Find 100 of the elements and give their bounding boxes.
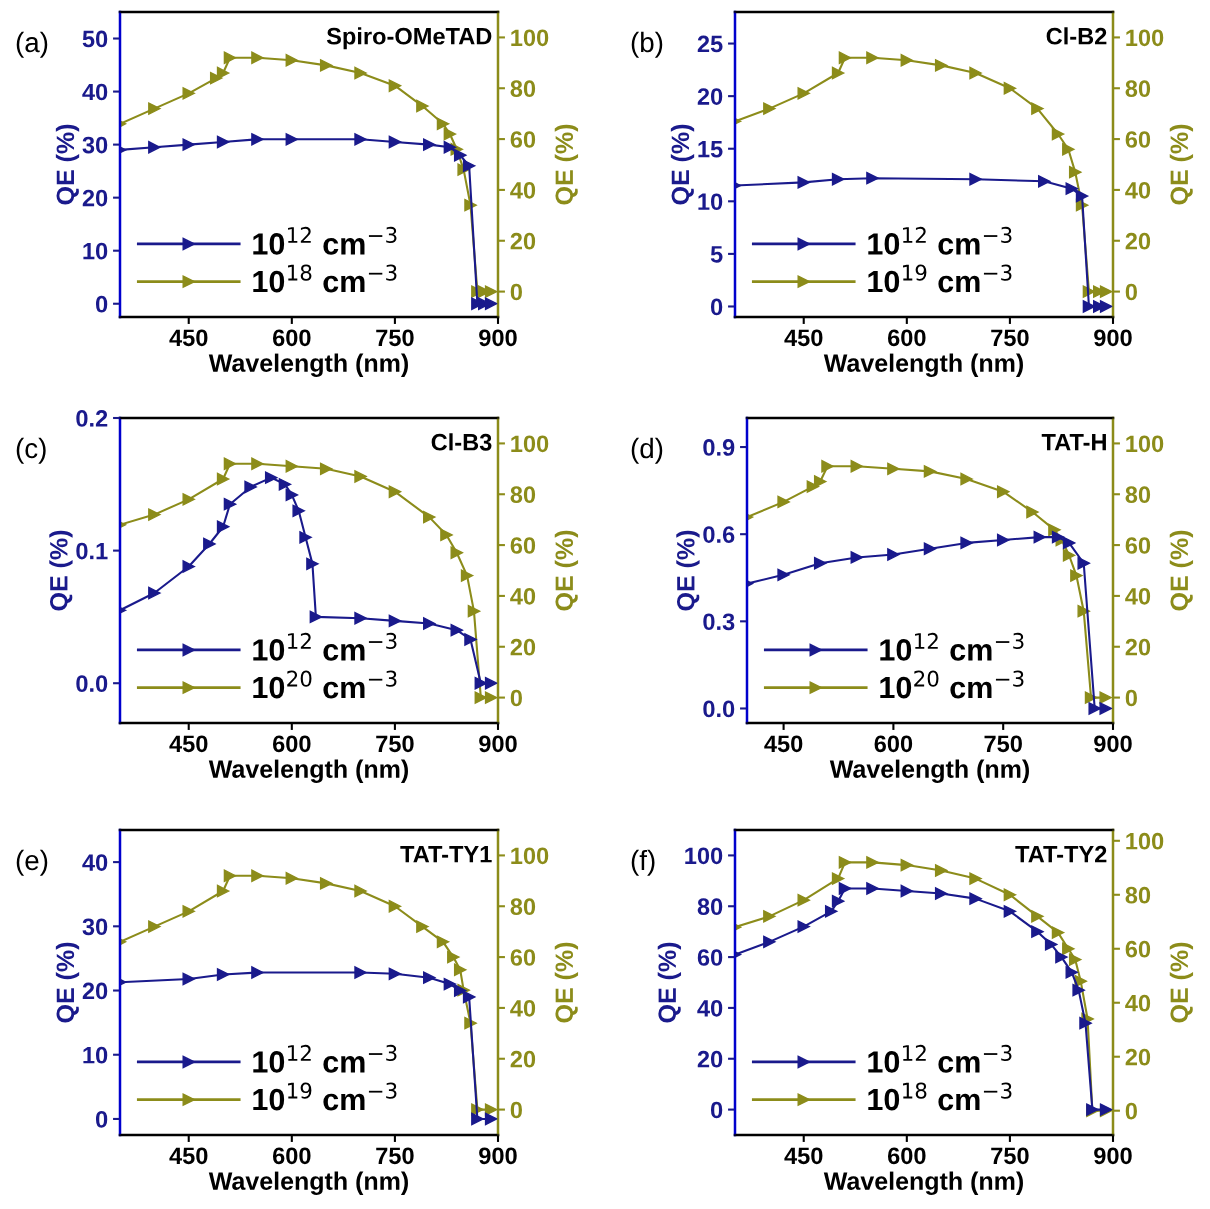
y2-axis-title: QE (%)	[554, 124, 579, 205]
legend-label: 10$^{20}$ cm$^{−3}$	[253, 670, 397, 699]
legend-label: 10$^{18}$ cm$^{−3}$	[253, 264, 397, 293]
legend-label: 10$^{12}$ cm$^{−3}$	[868, 1044, 1012, 1073]
y2-tick-label: 20	[1125, 638, 1151, 656]
y-tick-label: 15	[698, 141, 723, 158]
y-tick-label: 20	[82, 982, 108, 1000]
x-axis-title: Wavelength (nm)	[208, 759, 408, 784]
annotation: Cl-B3	[431, 433, 492, 451]
y2-tick-label: 80	[1125, 886, 1151, 904]
y2-axis-title: QE (%)	[1169, 530, 1194, 611]
y-tick-label: 10	[83, 242, 108, 260]
y2-tick-label: 40	[510, 999, 536, 1017]
text: (f)	[631, 849, 655, 876]
y2-tick-label: 40	[1125, 994, 1151, 1012]
legend-label: 10$^{12}$ cm$^{−3}$	[868, 226, 1012, 255]
y2-tick-label: 0	[1125, 1102, 1137, 1120]
text: (c)	[16, 437, 46, 464]
annotation: Cl-B2	[1046, 27, 1107, 45]
annotation: TAT-TY2	[1015, 845, 1107, 863]
x-tick-label: 900	[1094, 329, 1132, 347]
y2-tick-label: 80	[510, 486, 536, 504]
y-tick-label: 25	[697, 35, 723, 53]
y2-tick-label: 60	[510, 949, 536, 966]
y2-tick-label: 100	[1126, 29, 1164, 47]
y-tick-label: 10	[83, 1046, 108, 1064]
y-tick-label: 0.2	[76, 410, 108, 427]
legend-label: 10$^{19}$ cm$^{−3}$	[868, 264, 1012, 293]
y2-tick-label: 60	[510, 537, 536, 554]
y2-tick-label: 100	[1126, 435, 1164, 453]
y-tick-label: 20	[697, 1050, 723, 1068]
y2-tick-label: 0	[510, 283, 522, 301]
y-axis-title: QE (%)	[49, 530, 73, 611]
y2-tick-label: 20	[1125, 1048, 1151, 1066]
y2-tick-label: 80	[1125, 486, 1151, 504]
y2-tick-label: 20	[510, 1050, 536, 1068]
x-tick-label: 600	[272, 329, 311, 347]
x-tick-label: 600	[272, 1147, 311, 1165]
y-tick-label: 0	[711, 1101, 723, 1119]
y-tick-label: 50	[82, 30, 108, 48]
text: (b)	[631, 31, 663, 58]
y-tick-label: 0	[711, 298, 723, 316]
annotation: TAT-H	[1041, 434, 1106, 451]
y2-tick-label: 0	[510, 689, 522, 707]
x-tick-label: 450	[169, 329, 208, 347]
y-tick-label: 20	[82, 189, 108, 207]
y-tick-label: 40	[82, 854, 108, 871]
y2-tick-label: 20	[1125, 232, 1151, 250]
x-tick-label: 450	[764, 735, 803, 753]
x-tick-label: 450	[784, 1147, 823, 1165]
x-tick-label: 750	[984, 735, 1022, 753]
y-tick-label: 0.0	[76, 675, 108, 693]
legend-label: 10$^{20}$ cm$^{−3}$	[880, 670, 1024, 699]
x-tick-label: 900	[1094, 1147, 1132, 1165]
legend-label: 10$^{19}$ cm$^{−3}$	[253, 1082, 397, 1111]
x-tick-label: 600	[887, 329, 926, 347]
y-tick-label: 10	[698, 193, 723, 211]
text: (a)	[16, 31, 48, 58]
legend-label: 10$^{12}$ cm$^{−3}$	[253, 226, 397, 255]
legend-label: 10$^{12}$ cm$^{−3}$	[253, 1044, 397, 1073]
y-tick-label: 0.3	[703, 613, 735, 631]
x-tick-label: 600	[272, 735, 311, 753]
y2-tick-label: 40	[510, 181, 536, 199]
x-axis-title: Wavelength (nm)	[823, 353, 1023, 378]
y-axis-title: QE (%)	[676, 530, 700, 611]
y-tick-label: 20	[697, 88, 723, 105]
x-tick-label: 750	[991, 1147, 1029, 1165]
y2-axis-title: QE (%)	[1169, 942, 1194, 1023]
y2-axis-title: QE (%)	[554, 942, 579, 1023]
x-tick-label: 900	[479, 329, 517, 347]
y-tick-label: 0.9	[703, 439, 735, 456]
annotation: Spiro-OMeTAD	[326, 27, 492, 50]
y-tick-label: 0	[96, 1111, 108, 1128]
y-axis-title: QE (%)	[670, 124, 695, 205]
y2-tick-label: 100	[511, 435, 549, 453]
y-tick-label: 100	[685, 847, 723, 865]
x-tick-label: 450	[784, 329, 823, 347]
x-axis-title: Wavelength (nm)	[208, 1171, 408, 1196]
y-axis-title: QE (%)	[55, 942, 80, 1023]
y2-tick-label: 60	[1125, 940, 1151, 958]
text: (d)	[631, 437, 663, 464]
y2-tick-label: 60	[510, 131, 536, 148]
y-tick-label: 30	[82, 918, 108, 936]
x-tick-label: 900	[479, 1147, 517, 1165]
y2-tick-label: 100	[1126, 832, 1164, 850]
y-tick-label: 40	[697, 999, 723, 1017]
y2-tick-label: 60	[1125, 537, 1151, 554]
y2-tick-label: 20	[510, 638, 536, 656]
text: (e)	[16, 849, 48, 876]
y2-axis-title: QE (%)	[1169, 124, 1194, 205]
y-tick-label: 30	[82, 136, 108, 154]
y-tick-label: 0	[96, 295, 108, 313]
x-axis-title: Wavelength (nm)	[823, 1171, 1023, 1196]
y2-tick-label: 0	[1125, 689, 1137, 707]
y2-tick-label: 40	[1125, 587, 1151, 605]
y2-tick-label: 40	[510, 587, 536, 605]
y-tick-label: 40	[82, 83, 108, 101]
y-tick-label: 5	[710, 246, 723, 263]
legend-label: 10$^{12}$ cm$^{−3}$	[253, 632, 397, 661]
annotation: TAT-TY1	[400, 846, 492, 863]
